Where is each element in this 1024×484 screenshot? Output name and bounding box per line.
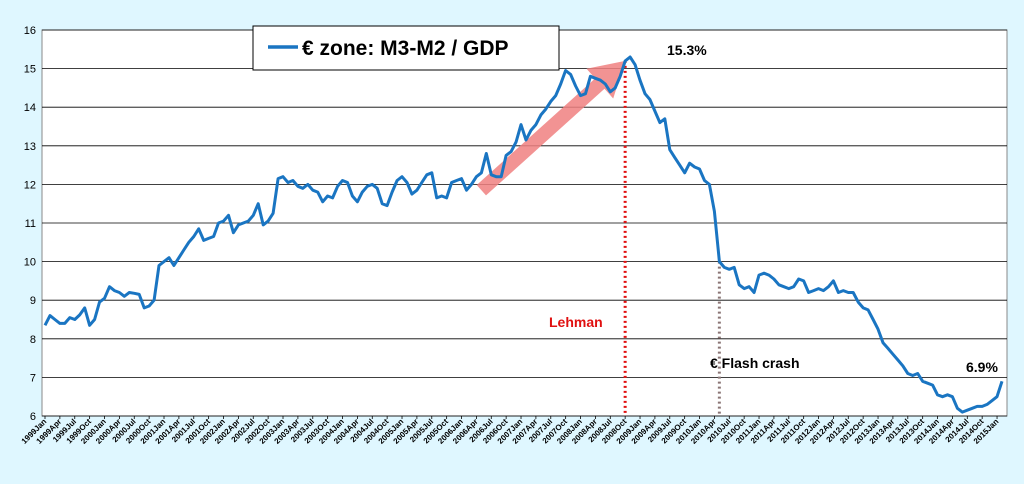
annotation-flash: € Flash crash [710,355,800,371]
y-tick-label-12: 12 [24,179,36,191]
y-tick-label-9: 9 [30,295,36,307]
y-tick-label-6: 6 [30,411,36,423]
annotation-peak: 15.3% [667,42,707,58]
legend: € zone: M3-M2 / GDP [252,25,560,71]
y-tick-label-10: 10 [24,257,36,269]
trend-arrow-shape [476,60,626,196]
event-lines [623,60,721,416]
series-group [43,55,1004,414]
y-tick-label-7: 7 [30,372,36,384]
x-axis-ticks: 1999Jan1999Apr1999Jul1999Oct2000Jan2000A… [20,416,1001,446]
y-axis-ticks: 6 7 8 9 10 11 12 13 14 15 16 [24,25,36,423]
annotation-lehman: Lehman [549,314,603,330]
legend-box [252,25,560,71]
y-tick-label-11: 11 [25,218,36,230]
annotations: 15.3% 6.9% Lehman € Flash crash [549,42,998,375]
trend-arrow [476,60,626,196]
y-tick-label-15: 15 [24,64,36,76]
y-tick-label-14: 14 [24,102,36,114]
series-line-m3-m2-gdp [43,55,1004,414]
legend-label: € zone: M3-M2 / GDP [302,37,509,60]
annotation-last: 6.9% [966,359,998,375]
y-tick-label-8: 8 [30,334,36,346]
y-tick-label-16: 16 [24,25,36,37]
y-tick-label-13: 13 [24,141,36,153]
